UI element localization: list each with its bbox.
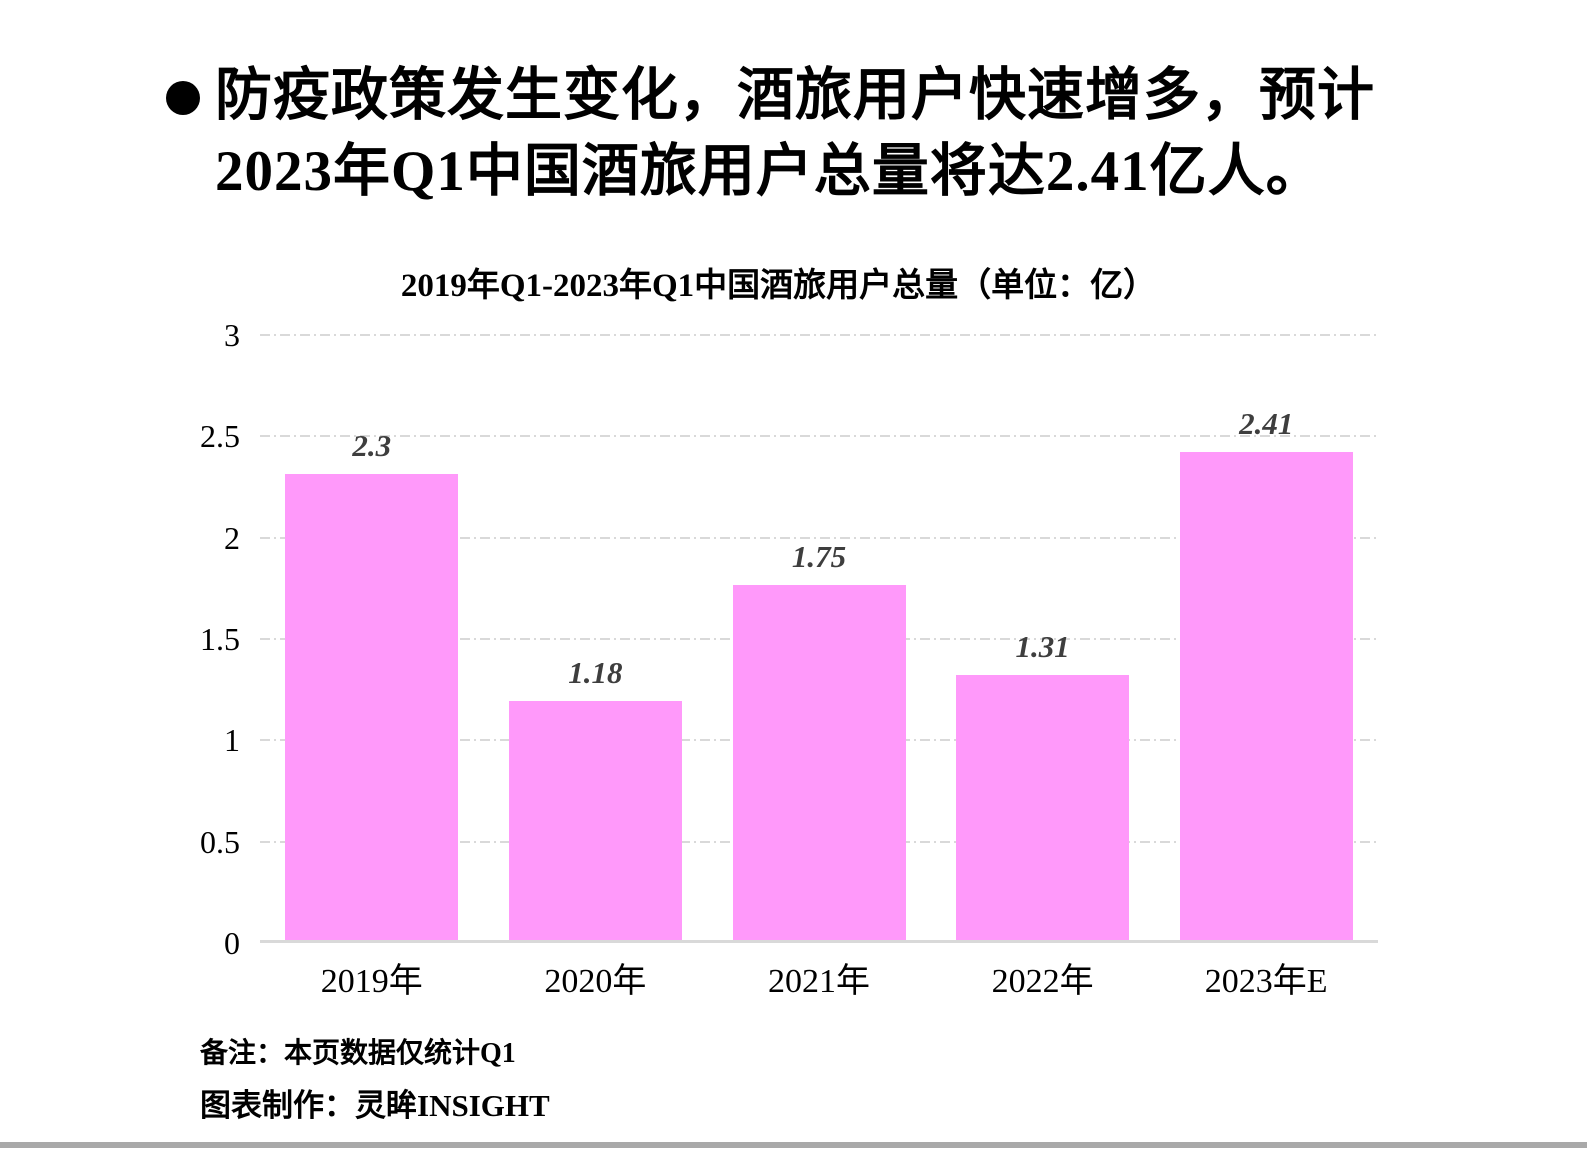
bullet-icon	[166, 81, 200, 115]
x-axis-label: 2022年	[991, 963, 1094, 1000]
bar-value-label: 2.41	[1239, 405, 1294, 441]
bar-2020年	[508, 700, 682, 940]
chart-title: 2019年Q1-2023年Q1中国酒旅用户总量（单位：亿）	[400, 268, 1157, 304]
x-axis-label: 2019年	[320, 963, 423, 1000]
headline-line-1: 防疫政策发生变化，酒旅用户快速增多，预计	[215, 64, 1375, 127]
y-tick-label: 1	[224, 722, 240, 759]
headline: 防疫政策发生变化，酒旅用户快速增多，预计 2023年Q1中国酒旅用户总量将达2.…	[215, 58, 1425, 210]
gridline-2.5	[260, 435, 1378, 438]
y-tick-label: 2.5	[200, 418, 240, 455]
note-remark: 备注：本页数据仅统计Q1	[200, 1038, 516, 1069]
gridline-3	[260, 334, 1378, 336]
bar-2021年	[732, 585, 906, 940]
bar-value-label: 2.3	[352, 427, 392, 463]
y-tick-label: 0.5	[200, 823, 240, 860]
x-axis-label: 2021年	[767, 963, 870, 1000]
bar-value-label: 1.31	[1015, 628, 1070, 664]
y-tick-label: 0	[224, 925, 240, 961]
x-axis-label: 2020年	[544, 963, 647, 1000]
bottom-divider	[0, 1142, 1587, 1148]
gridline-2	[260, 536, 1378, 539]
headline-line-2: 2023年Q1中国酒旅用户总量将达2.41亿人。	[215, 140, 1324, 203]
y-tick-label: 3	[224, 317, 240, 353]
bar-2023年E	[1179, 451, 1353, 940]
y-tick-label: 1.5	[200, 621, 240, 657]
x-axis: 2019年 2020年 2021年 2022年 2023年E	[260, 962, 1378, 1006]
note-credit: 图表制作：灵眸INSIGHT	[200, 1088, 550, 1123]
y-tick-label: 2	[224, 519, 240, 556]
bar-value-label: 1.18	[568, 654, 623, 690]
y-axis: 0 0.5 1 1.5 2 2.5 3	[120, 317, 240, 961]
bar-value-label: 1.75	[791, 539, 847, 575]
x-axis-label: 2023年E	[1204, 963, 1328, 1000]
bar-2019年	[285, 473, 459, 940]
bar-2022年	[956, 674, 1130, 940]
plot-area: 2.3 1.18 1.75 1.31 2.41	[260, 334, 1378, 943]
